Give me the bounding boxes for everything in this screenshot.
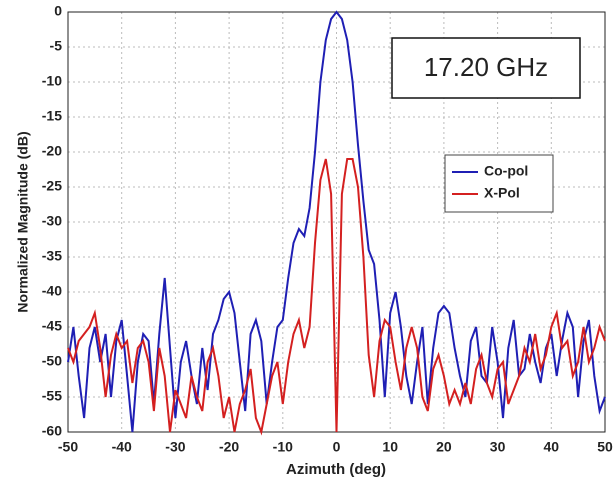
x-tick-label: 30	[490, 439, 506, 455]
x-tick-label: 20	[436, 439, 452, 455]
legend-label: X-Pol	[484, 185, 520, 201]
y-tick-label: -35	[42, 248, 62, 264]
annotation: 17.20 GHz	[424, 52, 548, 82]
x-tick-label: 10	[382, 439, 398, 455]
x-axis-label: Azimuth (deg)	[286, 461, 386, 478]
x-tick-label: -20	[219, 439, 239, 455]
x-tick-label: -50	[58, 439, 78, 455]
y-tick-label: -25	[42, 178, 62, 194]
y-tick-label: -10	[42, 73, 62, 89]
y-tick-label: -55	[42, 388, 62, 404]
annotation-box	[391, 37, 581, 99]
y-tick-label: -30	[42, 213, 62, 229]
x-tick-label: -10	[273, 439, 293, 455]
y-tick-label: -40	[42, 283, 62, 299]
y-tick-label: -45	[42, 318, 62, 334]
y-axis-label: Normalized Magnitude (dB)	[15, 131, 31, 312]
y-tick-label: -15	[42, 108, 62, 124]
x-tick-label: -30	[165, 439, 185, 455]
legend-box	[444, 154, 554, 213]
x-tick-label: 50	[597, 439, 613, 455]
x-tick-label: -40	[112, 439, 132, 455]
x-tick-label: 0	[333, 439, 341, 455]
y-tick-label: -5	[50, 38, 63, 54]
y-tick-label: -60	[42, 423, 62, 439]
series-line	[67, 158, 606, 436]
x-tick-label: 40	[544, 439, 560, 455]
y-tick-label: -50	[42, 353, 62, 369]
legend-label: Co-pol	[484, 163, 528, 179]
y-tick-label: -20	[42, 143, 62, 159]
y-tick-label: 0	[54, 3, 62, 19]
